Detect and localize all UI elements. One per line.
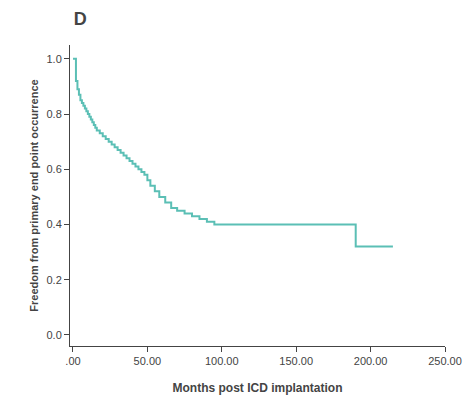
svg-text:D: D [74, 9, 87, 29]
svg-text:100.00: 100.00 [205, 355, 239, 367]
svg-text:.00: .00 [65, 355, 80, 367]
svg-text:0.6: 0.6 [47, 163, 62, 175]
svg-text:Months post ICD implantation: Months post ICD implantation [173, 381, 343, 395]
svg-text:Freedom from primary end point: Freedom from primary end point occurrenc… [28, 79, 40, 311]
svg-text:0.4: 0.4 [47, 218, 62, 230]
svg-text:0.8: 0.8 [47, 108, 62, 120]
svg-text:50.00: 50.00 [134, 355, 162, 367]
svg-text:1.0: 1.0 [47, 53, 62, 65]
svg-text:0.0: 0.0 [47, 329, 62, 341]
svg-text:250.00: 250.00 [428, 355, 462, 367]
svg-text:150.00: 150.00 [279, 355, 313, 367]
svg-text:0.2: 0.2 [47, 274, 62, 286]
svg-text:200.00: 200.00 [354, 355, 388, 367]
